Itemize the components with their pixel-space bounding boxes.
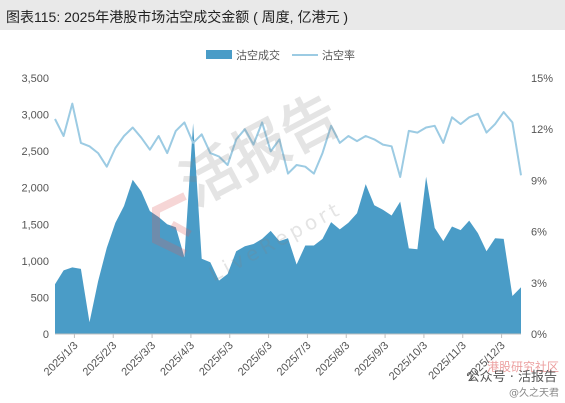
title-bar: 图表115: 2025年港股市场沽空成交金额 ( 周度, 亿港元 ) — [0, 0, 565, 30]
x-tick-label: 2025/6/3 — [236, 340, 275, 379]
legend-label-area: 沽空成交 — [236, 48, 280, 62]
watermark-logo-icon — [152, 192, 192, 258]
y-left-tick-label: 0 — [43, 329, 49, 341]
chart: 0 500 1,000 1,500 2,000 2,500 3,000 3,500 0% 3% 6%… — [21, 48, 553, 383]
y-right-tick-label: 0% — [531, 329, 547, 341]
x-tick-label: 2025/3/3 — [119, 340, 158, 379]
chart-title: 图表115: 2025年港股市场沽空成交金额 ( 周度, 亿港元 ) — [6, 9, 349, 25]
watermark-site: 港股研究社区 — [486, 360, 559, 374]
y-right-tick-label: 12% — [531, 124, 553, 136]
x-tick-label: 2025/11/3 — [426, 340, 469, 383]
x-tick-label: 2025/1/3 — [42, 340, 81, 379]
y-left-tick-label: 2,500 — [21, 146, 49, 158]
x-tick-label: 2025/9/3 — [352, 340, 391, 379]
y-left-tick-label: 1,000 — [21, 256, 49, 268]
legend-label-line: 沽空率 — [322, 48, 355, 62]
y-left-tick-label: 2,000 — [21, 183, 49, 195]
y-right-tick-label: 6% — [531, 227, 547, 239]
x-tick-label: 2025/10/3 — [387, 340, 430, 383]
legend-swatch-area — [206, 50, 232, 59]
x-tick-label: 2025/7/3 — [275, 340, 314, 379]
y-left-tick-label: 1,500 — [21, 219, 49, 231]
x-tick-label: 2025/5/3 — [197, 340, 236, 379]
watermark-brand: 公众号 · 活报告 — [466, 370, 557, 385]
y-left-tick-label: 3,000 — [21, 110, 49, 122]
series-line-short-selling-ratio — [54, 102, 522, 178]
series-area-short-selling-turnover — [55, 123, 521, 334]
watermark-brand-sub: @久之天君 — [509, 388, 559, 399]
y-left-tick-label: 500 — [31, 292, 49, 304]
x-tick-label: 2025/8/3 — [314, 340, 353, 379]
y-right-tick-label: 15% — [531, 73, 553, 85]
y-left-tick-label: 3,500 — [21, 73, 49, 85]
x-tick-label: 2025/4/3 — [158, 340, 197, 379]
y-right-tick-label: 9% — [531, 175, 547, 187]
x-tick-label: 2025/2/3 — [81, 340, 120, 379]
y-right-tick-label: 3% — [531, 278, 547, 290]
